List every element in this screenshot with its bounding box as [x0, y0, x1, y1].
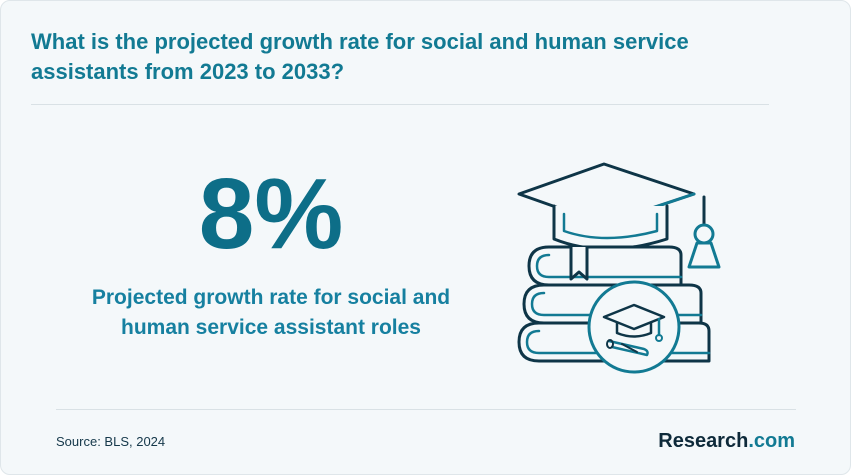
graduation-books-icon — [517, 162, 721, 374]
brand-logo: Research.com — [658, 429, 795, 453]
brand-tld: com — [753, 430, 795, 452]
stat-description: Projected growth rate for social and hum… — [91, 286, 451, 339]
top-divider — [31, 104, 769, 105]
brand-dot: . — [748, 430, 754, 452]
question-title: What is the projected growth rate for so… — [31, 29, 689, 84]
stat-value: 8% — [198, 158, 344, 270]
brand-name: Research — [658, 430, 749, 452]
bottom-divider — [56, 409, 796, 410]
source-note: Source: BLS, 2024 — [56, 434, 166, 449]
